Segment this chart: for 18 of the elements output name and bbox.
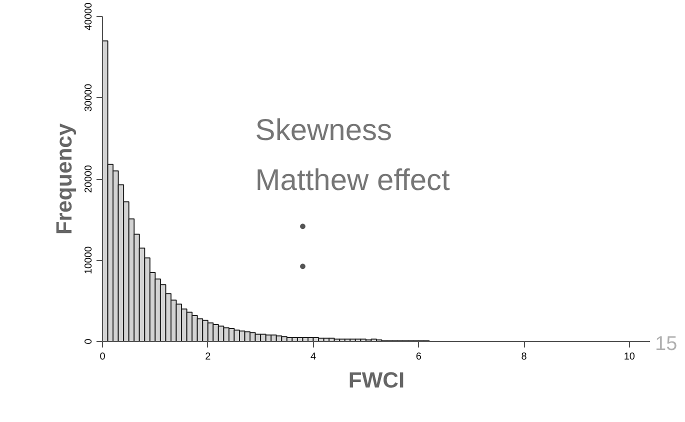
annotation: Matthew effect — [255, 164, 451, 198]
text: 15 — [655, 332, 678, 356]
y-tick-label: 40000 — [84, 2, 94, 30]
y-tick-label: 0 — [84, 338, 94, 344]
x-tick-label: 4 — [310, 352, 316, 362]
x-tick-label: 10 — [624, 352, 636, 362]
y-axis-title: Frequency — [52, 122, 76, 235]
y-tick-label: 10000 — [84, 246, 94, 274]
x-tick-label: 6 — [416, 352, 422, 362]
annotation: • — [299, 256, 306, 278]
x-axis-title: FWCI — [348, 368, 405, 392]
x-tick-label: 8 — [521, 352, 528, 362]
x-tick-label: 2 — [205, 352, 212, 362]
annotation: Skewness — [255, 114, 392, 147]
x-tick-label: 0 — [100, 352, 106, 362]
y-tick-label: 30000 — [84, 83, 94, 112]
y-tick-label: 20000 — [84, 164, 94, 193]
annotation: • — [299, 216, 306, 238]
